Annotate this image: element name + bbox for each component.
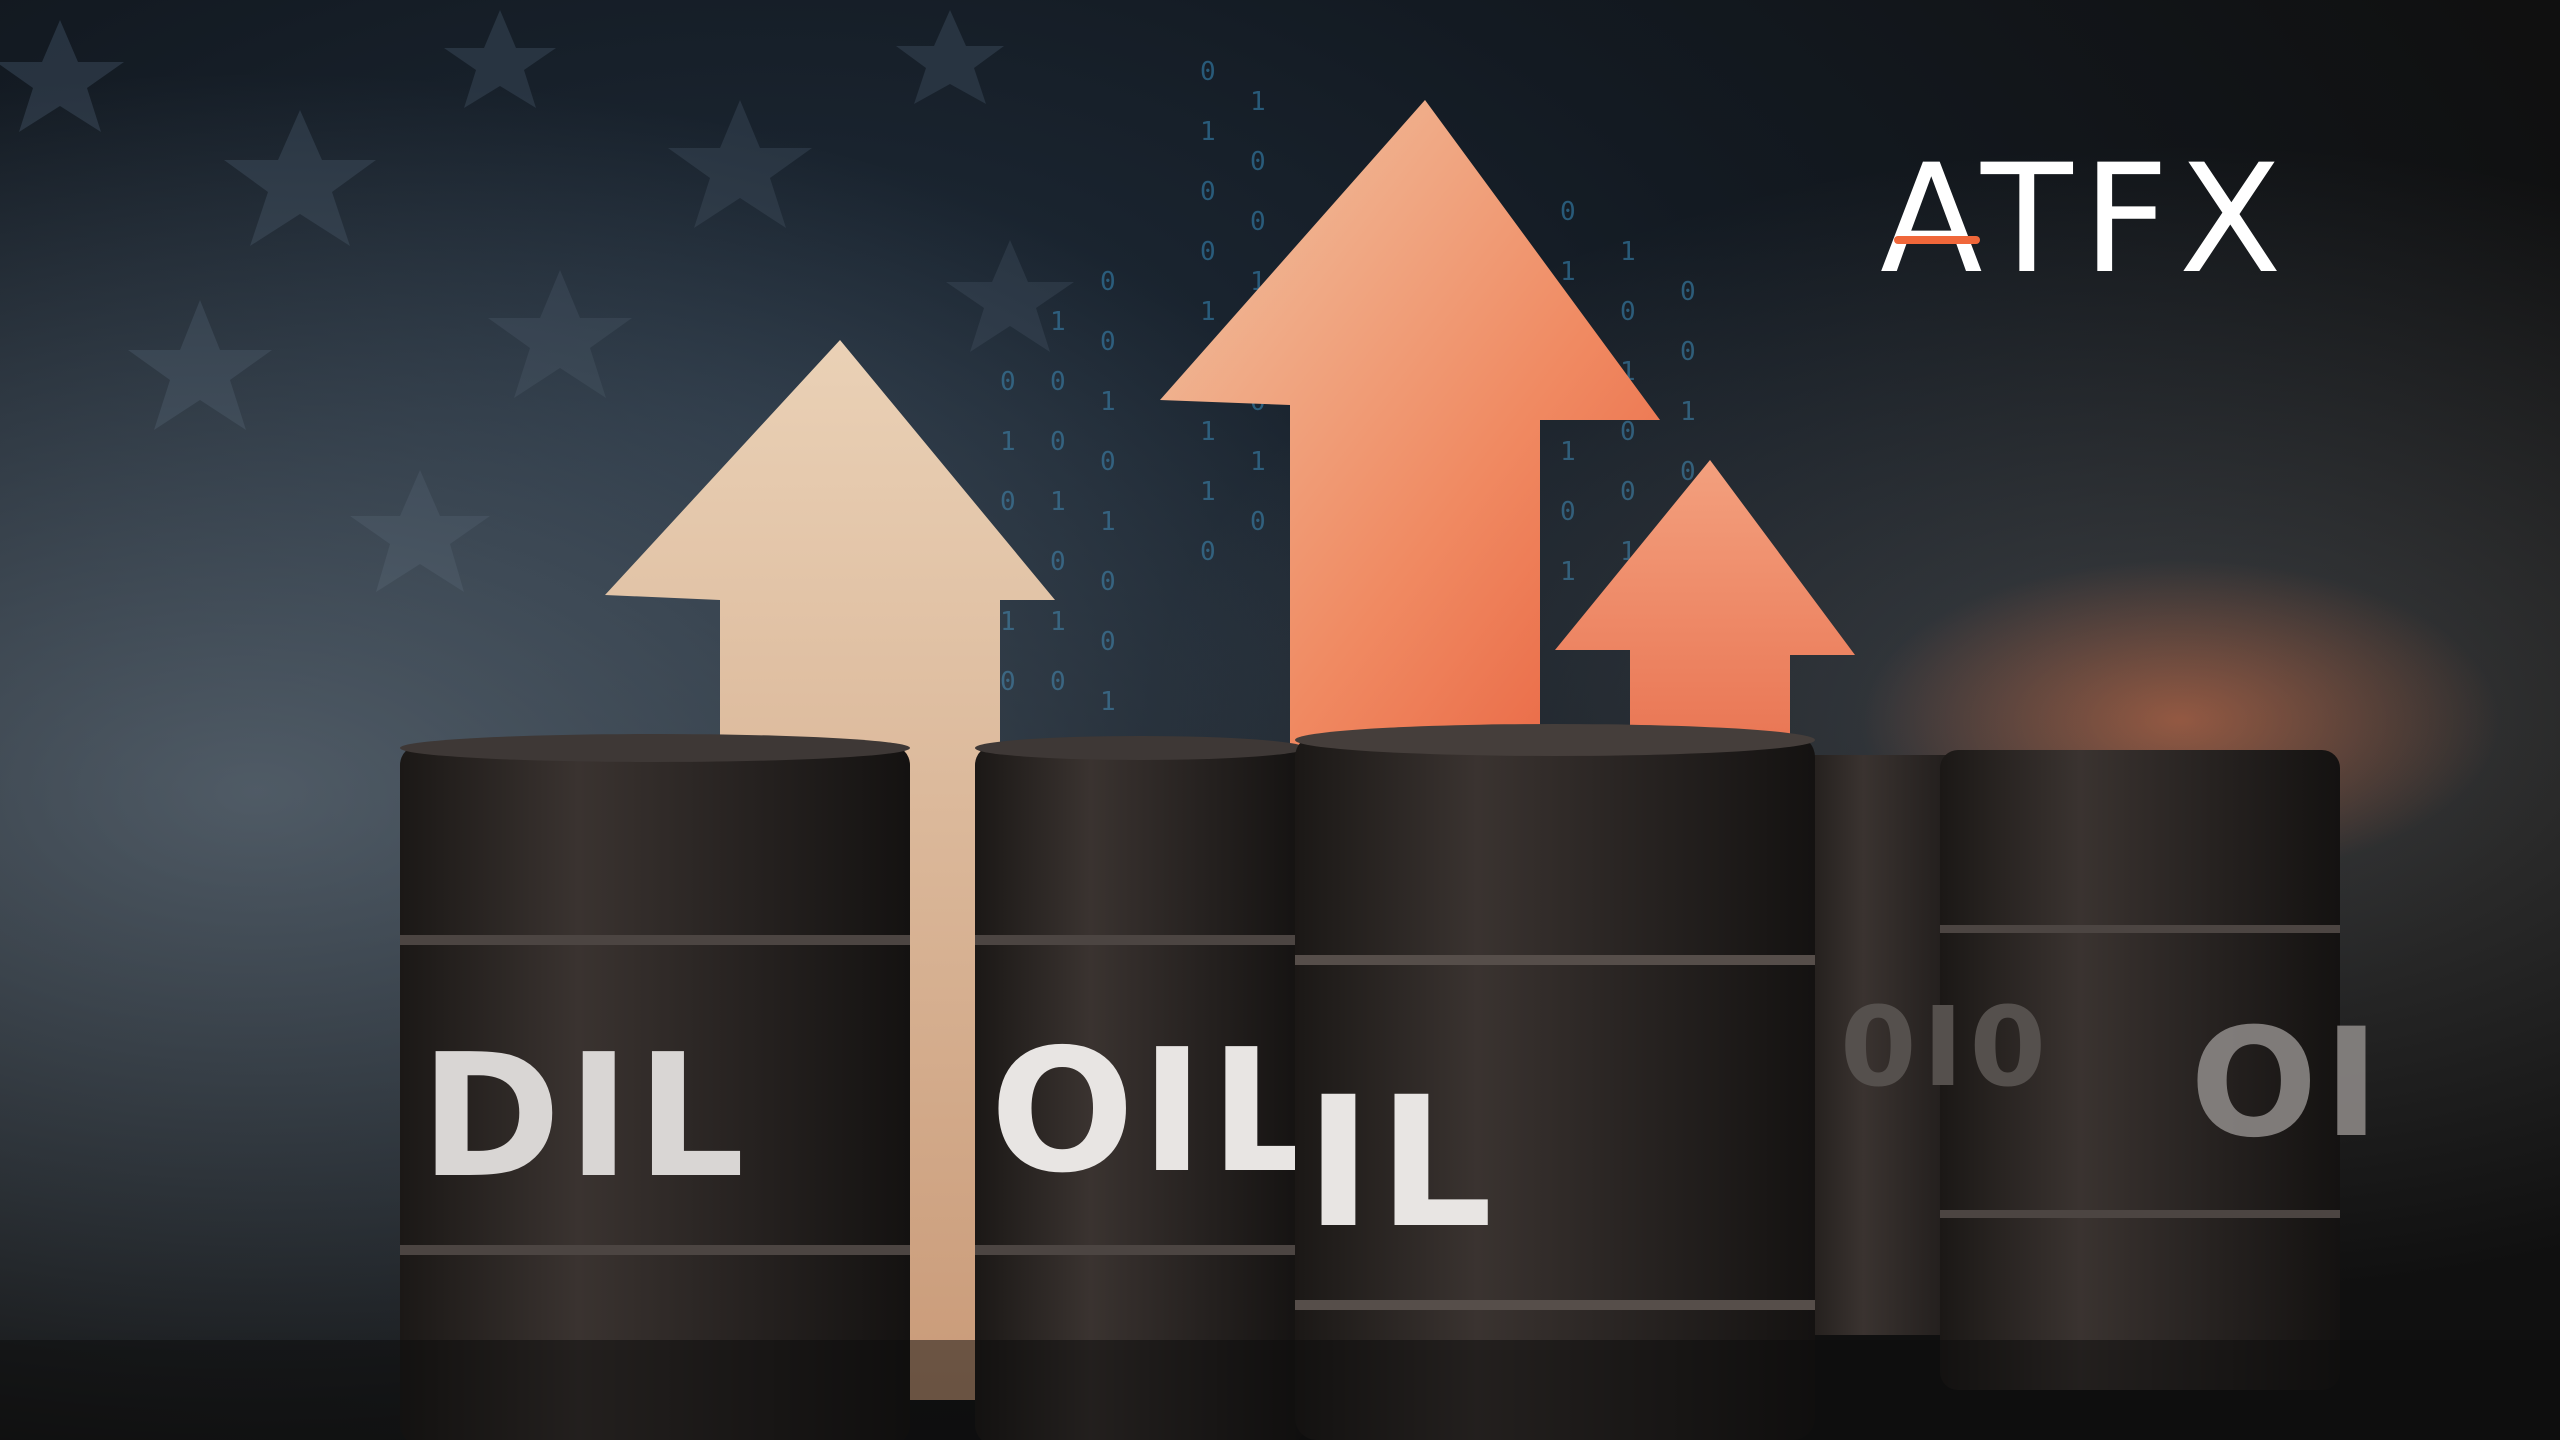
arrow-up-icon: [1555, 460, 1855, 760]
svg-text:0I0: 0I0: [1840, 983, 2052, 1111]
oil-barrel: IL: [1295, 724, 1815, 1440]
svg-text:OIL: OIL: [990, 1013, 1324, 1211]
svg-text:OI: OI: [2190, 997, 2385, 1171]
oil-barrel: OIL: [975, 736, 1324, 1440]
svg-text:IL: IL: [1305, 1059, 1499, 1268]
arrow-up-icon: [1160, 100, 1660, 760]
oil-barrel: DIL: [400, 734, 910, 1440]
floor-shadow: [0, 1340, 2560, 1440]
logo-accent-bar: [1894, 236, 1980, 244]
oil-barrel: OI 0I0: [1790, 750, 2385, 1390]
svg-text:DIL: DIL: [420, 1018, 751, 1216]
atfx-logo: ATFX: [1880, 140, 2340, 310]
logo-text: ATFX: [1880, 133, 2292, 307]
